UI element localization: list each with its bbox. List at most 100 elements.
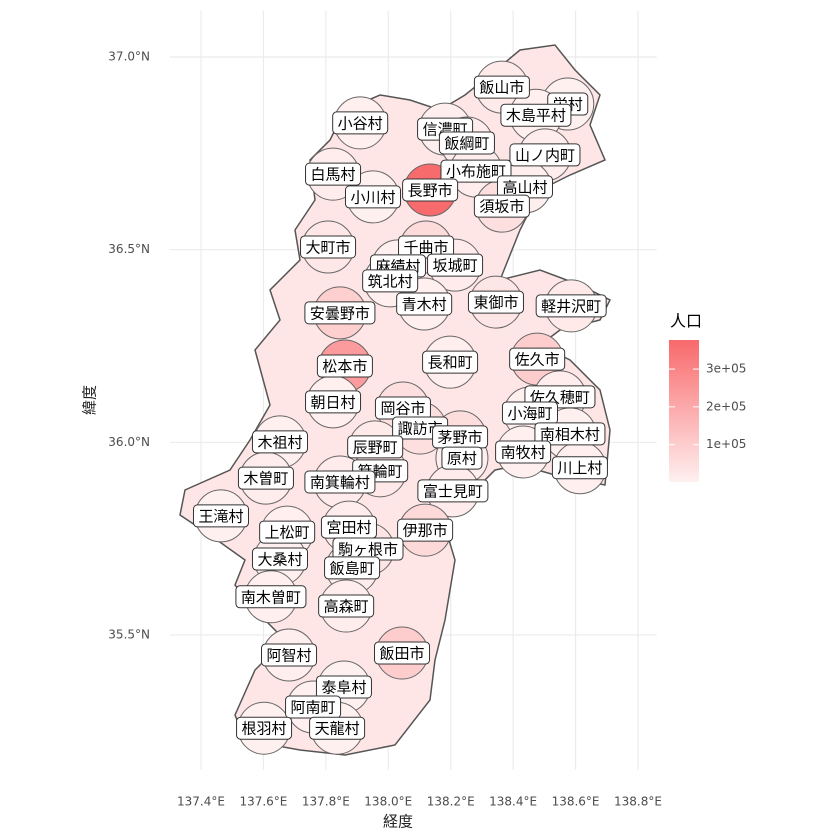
legend: 1e+05 2e+05 3e+05 bbox=[669, 340, 746, 482]
region-label: 飯綱町 bbox=[444, 134, 489, 152]
label-box bbox=[300, 235, 357, 259]
region-label: 小布施町 bbox=[446, 163, 506, 181]
region-label: 小川村 bbox=[350, 188, 395, 206]
label-box bbox=[397, 518, 454, 542]
label-box bbox=[192, 504, 249, 528]
label-box bbox=[402, 178, 459, 202]
region-label: 松本市 bbox=[322, 358, 367, 376]
label-box bbox=[501, 401, 558, 425]
label-box bbox=[318, 594, 375, 618]
x-tick-label: 137.4°E bbox=[177, 795, 225, 809]
label-box bbox=[374, 641, 431, 665]
label-box bbox=[417, 479, 489, 503]
label-box bbox=[551, 456, 608, 480]
label-box bbox=[251, 547, 308, 571]
label-box bbox=[427, 253, 484, 277]
colorbar bbox=[669, 340, 699, 482]
label-box bbox=[304, 470, 376, 494]
region-label: 南相木村 bbox=[540, 425, 600, 443]
colorbar-label: 1e+05 bbox=[706, 437, 746, 451]
label-box bbox=[261, 643, 318, 667]
label-box bbox=[534, 422, 606, 446]
region-label: 川上村 bbox=[557, 459, 602, 477]
region-label: 伊那市 bbox=[403, 522, 448, 540]
region-label: 東御市 bbox=[473, 294, 518, 312]
region-label: 佐久市 bbox=[515, 351, 560, 369]
region-label: 阿智村 bbox=[267, 646, 312, 664]
y-tick-label: 35.5°N bbox=[108, 627, 150, 641]
label-box bbox=[473, 194, 530, 218]
label-box bbox=[344, 185, 401, 209]
region-label: 富士見町 bbox=[423, 482, 483, 500]
label-box bbox=[509, 347, 566, 371]
region-label: 阿南町 bbox=[291, 698, 336, 716]
region-label: 長野市 bbox=[408, 181, 453, 199]
label-box bbox=[259, 520, 316, 544]
region-label: 大町市 bbox=[306, 238, 351, 256]
x-tick-label: 137.6°E bbox=[239, 795, 287, 809]
x-tick-label: 138.6°E bbox=[552, 795, 600, 809]
label-box bbox=[422, 350, 479, 374]
label-box bbox=[362, 269, 419, 293]
region-label: 南木曽町 bbox=[241, 588, 301, 606]
region-label: 木曽町 bbox=[243, 470, 288, 488]
region-label: 須坂市 bbox=[479, 198, 524, 216]
label-box bbox=[305, 162, 362, 186]
label-box bbox=[440, 159, 512, 183]
label-box bbox=[467, 290, 524, 314]
region-label: 白馬村 bbox=[311, 166, 356, 184]
colorbar-label: 2e+05 bbox=[706, 399, 746, 413]
region-label: 泰阜村 bbox=[321, 678, 366, 696]
legend-title: 人口 bbox=[670, 312, 702, 331]
region-label: 宮田村 bbox=[326, 519, 371, 537]
label-box bbox=[315, 675, 372, 699]
region-label: 飯島町 bbox=[330, 559, 375, 577]
label-box bbox=[398, 235, 455, 259]
label-box bbox=[473, 75, 530, 99]
label-box bbox=[305, 390, 362, 414]
region-label: 青木村 bbox=[402, 295, 447, 313]
region-label: 小谷村 bbox=[338, 114, 383, 132]
region-label: 茅野市 bbox=[438, 428, 483, 446]
label-box bbox=[251, 430, 308, 454]
label-box bbox=[535, 294, 607, 318]
label-box bbox=[236, 716, 293, 740]
x-tick-label: 137.8°E bbox=[302, 795, 350, 809]
label-box bbox=[332, 111, 389, 135]
region-label: 岡谷市 bbox=[380, 400, 425, 418]
region-label: 小海町 bbox=[507, 405, 552, 423]
region-label: 木島平村 bbox=[506, 107, 566, 125]
x-axis-title: 経度 bbox=[383, 813, 413, 831]
label-box bbox=[438, 131, 495, 155]
region-label: 飯山市 bbox=[479, 79, 524, 97]
region-label: 長和町 bbox=[428, 354, 473, 372]
region-label: 天龍村 bbox=[315, 720, 360, 738]
label-box bbox=[235, 585, 307, 609]
label-box bbox=[324, 556, 381, 580]
region-label: 軽井沢町 bbox=[541, 297, 601, 315]
label-box bbox=[509, 143, 581, 167]
label-box bbox=[500, 103, 572, 127]
region-label: 朝日村 bbox=[311, 393, 356, 411]
region-label: 王滝村 bbox=[198, 507, 243, 525]
region-label: 安曇野市 bbox=[310, 304, 370, 322]
region-label: 原村 bbox=[447, 450, 477, 468]
y-axis-title: 緯度 bbox=[81, 385, 99, 415]
label-box bbox=[396, 292, 453, 316]
label-box bbox=[495, 440, 552, 464]
y-tick-label: 37.0°N bbox=[108, 50, 150, 64]
region-label: 木祖村 bbox=[257, 433, 302, 451]
region-label: 上松町 bbox=[265, 524, 310, 542]
y-tick-label: 36.5°N bbox=[108, 242, 150, 256]
region-label: 大桑村 bbox=[257, 551, 302, 569]
label-box bbox=[309, 716, 366, 740]
region-label: 山ノ内町 bbox=[515, 146, 575, 164]
region-label: 坂城町 bbox=[433, 257, 478, 275]
region-label: 駒ヶ根市 bbox=[338, 541, 398, 559]
x-tick-label: 138.2°E bbox=[427, 795, 475, 809]
label-box bbox=[304, 301, 376, 325]
x-tick-label: 138.0°E bbox=[364, 795, 412, 809]
region-label: 南牧村 bbox=[501, 443, 546, 461]
y-tick-label: 36.0°N bbox=[108, 435, 150, 449]
